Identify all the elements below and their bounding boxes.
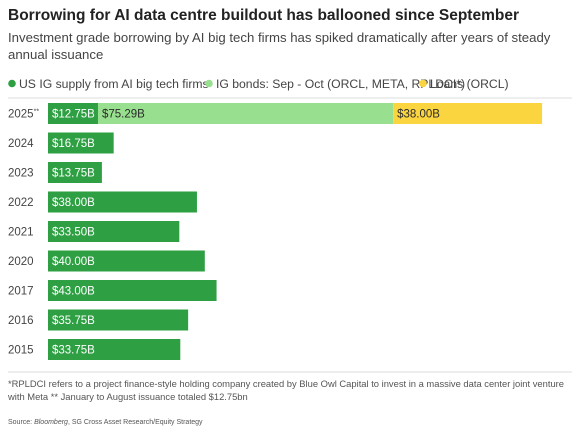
chart-title: Borrowing for AI data centre buildout ha… — [8, 7, 519, 24]
category-label-8: 2016 — [8, 315, 34, 327]
bar-1-row-3 — [48, 162, 102, 183]
bar-1-row-5 — [48, 221, 180, 242]
source-prefix: Source: — [8, 419, 34, 426]
legend-label-2: IG bonds: Sep - Oct (ORCL, META, RPLDCI*… — [216, 77, 465, 91]
bar-label-1-row-5: $33.50B — [52, 227, 95, 239]
bar-1-row-7 — [48, 280, 217, 301]
bar-label-1-row-2: $16.75B — [52, 138, 95, 150]
legend-swatch-2 — [205, 79, 213, 88]
legend-swatch-1 — [8, 79, 16, 88]
bar-label-1-row-8: $35.75B — [52, 315, 95, 327]
chart-subtitle-line-1: Investment grade borrowing by AI big tec… — [8, 30, 551, 45]
bar-label-1-row-3: $13.75B — [52, 168, 95, 180]
legend-swatch-3 — [419, 79, 427, 88]
bar-2-row-1 — [97, 103, 394, 124]
legend-label-3: Loans (ORCL) — [430, 77, 509, 91]
bar-label-1-row-4: $38.00B — [52, 197, 95, 209]
source-rest: , SG Cross Asset Research/Equity Strateg… — [68, 419, 203, 426]
bar-1-row-1 — [48, 103, 98, 124]
bar-1-row-6 — [48, 250, 205, 272]
category-label-4: 2022 — [8, 197, 34, 209]
legend-item-3: Loans (ORCL) — [419, 77, 509, 91]
category-label-6: 2020 — [8, 256, 34, 268]
chart-subtitle-line-2: annual issuance — [8, 47, 103, 62]
bar-1-row-8 — [48, 309, 189, 331]
legend-item-1: US IG supply from AI big tech firms — [8, 77, 209, 91]
bar-label-1-row-7: $43.00B — [52, 286, 95, 298]
category-label-9: 2015 — [8, 345, 34, 357]
legend: US IG supply from AI big tech firms IG bo… — [8, 77, 509, 91]
category-label-2: 2024 — [8, 138, 34, 150]
bar-label-3-row-1: $38.00B — [397, 109, 440, 121]
bar-label-1-row-6: $40.00B — [52, 256, 95, 268]
source-note: Source: Bloomberg, SG Cross Asset Resear… — [8, 419, 203, 426]
bar-label-1-row-9: $33.75B — [52, 345, 95, 357]
bar-1-row-2 — [48, 132, 114, 154]
bar-label-2-row-1: $75.29B — [102, 109, 145, 121]
bar-3-row-1 — [393, 103, 543, 124]
bar-label-1-row-1: $12.75B — [52, 109, 95, 121]
legend-item-2: IG bonds: Sep - Oct (ORCL, META, RPLDCI*… — [205, 77, 465, 91]
bar-1-row-4 — [48, 191, 197, 213]
legend-label-1: US IG supply from AI big tech firms — [19, 77, 209, 91]
category-label-3: 2023 — [8, 168, 34, 180]
category-label-1: 2025** — [8, 109, 39, 121]
category-label-5: 2021 — [8, 227, 34, 239]
footnote-line-1: *RPLDCI refers to a project finance-styl… — [8, 378, 564, 389]
footnote-line-2: with Meta ** January to August issuance … — [7, 391, 248, 402]
bars: 2025** $12.75B $75.29B $38.00B 2024 $16.75B 20… — [8, 103, 543, 360]
category-label-7: 2017 — [8, 286, 34, 298]
bar-1-row-9 — [48, 339, 181, 360]
source-italic: Bloomberg — [34, 419, 68, 426]
